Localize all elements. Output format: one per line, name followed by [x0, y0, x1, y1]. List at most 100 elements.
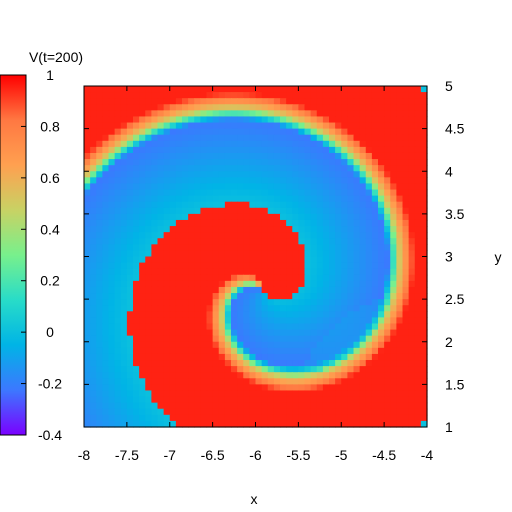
heatmap-cell [378, 268, 385, 276]
heatmap-cell [390, 86, 397, 93]
heatmap-cell [218, 165, 226, 172]
heatmap-cell [396, 207, 404, 215]
heatmap-cell [151, 92, 159, 99]
heatmap-cell [231, 414, 238, 422]
heatmap-cell [371, 384, 379, 392]
heatmap-cell [420, 311, 428, 318]
heatmap-cell [353, 159, 361, 166]
heatmap-cell [175, 268, 183, 276]
heatmap-cell [414, 110, 422, 118]
heatmap-cell [90, 232, 97, 239]
heatmap-cell [298, 152, 306, 160]
heatmap-cell [341, 165, 348, 172]
heatmap-cell [365, 232, 373, 239]
heatmap-cell [169, 226, 177, 233]
heatmap-cell [292, 207, 299, 215]
heatmap-cell [108, 280, 116, 288]
heatmap-cell [359, 110, 367, 118]
heatmap-cell [231, 86, 238, 93]
heatmap-cell [292, 378, 299, 385]
heatmap-cell [102, 311, 110, 318]
heatmap-cell [108, 372, 116, 379]
heatmap-cell [200, 232, 208, 239]
heatmap-cell [243, 408, 250, 416]
heatmap-cell [365, 268, 373, 276]
heatmap-cell [237, 134, 244, 142]
heatmap-cell [243, 201, 250, 209]
heatmap-cell [175, 159, 183, 166]
heatmap-cell [347, 299, 355, 306]
heatmap-cell [255, 378, 263, 385]
y-tick-label: 2 [445, 334, 453, 350]
heatmap-cell [396, 323, 404, 331]
heatmap-cell [163, 165, 171, 172]
heatmap-cell [133, 360, 140, 367]
heatmap-cell [335, 293, 342, 300]
heatmap-cell [194, 213, 201, 221]
heatmap-cell [188, 98, 195, 105]
heatmap-cell [341, 329, 348, 337]
heatmap-cell [420, 360, 428, 367]
heatmap-cell [145, 262, 152, 270]
heatmap-cell [151, 317, 159, 325]
heatmap-cell [371, 238, 379, 245]
heatmap-cell [218, 335, 226, 343]
heatmap-cell [347, 323, 355, 331]
heatmap-cell [316, 378, 324, 385]
heatmap-cell [169, 274, 177, 282]
heatmap-cell [224, 146, 232, 154]
heatmap-cell [335, 195, 342, 203]
heatmap-cell [200, 165, 208, 172]
heatmap-cell [139, 86, 146, 93]
heatmap-cell [322, 402, 330, 410]
y-axis-label: y [495, 249, 502, 265]
heatmap-cell [175, 299, 183, 306]
heatmap-cell [280, 244, 287, 252]
heatmap-cell [102, 305, 110, 312]
heatmap-cell [194, 353, 201, 361]
heatmap-cell [212, 128, 220, 136]
heatmap-cell [108, 165, 116, 172]
heatmap-cell [84, 207, 91, 215]
heatmap-cell [273, 134, 281, 142]
heatmap-cell [212, 347, 220, 355]
y-tick-label: 1.5 [445, 376, 465, 392]
heatmap-cell [145, 177, 152, 185]
heatmap-cell [188, 226, 195, 233]
heatmap-cell [188, 268, 195, 276]
heatmap-cell [286, 122, 293, 130]
heatmap-cell [151, 244, 159, 252]
heatmap-cell [420, 207, 428, 215]
heatmap-cell [261, 293, 269, 300]
heatmap-cell [114, 274, 122, 282]
heatmap-cell [175, 244, 183, 252]
heatmap-cell [365, 116, 373, 124]
heatmap-cell [292, 323, 299, 331]
heatmap-cell [396, 201, 404, 209]
heatmap-cell [359, 134, 367, 142]
heatmap-cell [396, 92, 404, 99]
heatmap-cell [218, 238, 226, 245]
heatmap-cell [218, 378, 226, 385]
heatmap-cell [267, 390, 275, 398]
heatmap-cell [304, 201, 312, 209]
heatmap-cell [273, 353, 281, 361]
heatmap-cell [218, 286, 226, 294]
heatmap-cell [126, 384, 134, 392]
heatmap-cell [353, 195, 361, 203]
heatmap-cell [322, 86, 330, 93]
heatmap-cell [151, 189, 159, 197]
heatmap-cell [267, 171, 275, 178]
heatmap-cell [396, 183, 404, 191]
heatmap-cell [243, 189, 250, 197]
heatmap-cell [292, 183, 299, 191]
heatmap-cell [182, 414, 189, 422]
heatmap-cell [114, 360, 122, 367]
heatmap-cell [341, 341, 348, 349]
heatmap-cell [347, 353, 355, 361]
heatmap-cell [347, 104, 355, 111]
heatmap-cell [120, 171, 128, 178]
heatmap-cell [402, 195, 410, 203]
heatmap-cell [304, 329, 312, 337]
heatmap-cell [102, 140, 110, 148]
